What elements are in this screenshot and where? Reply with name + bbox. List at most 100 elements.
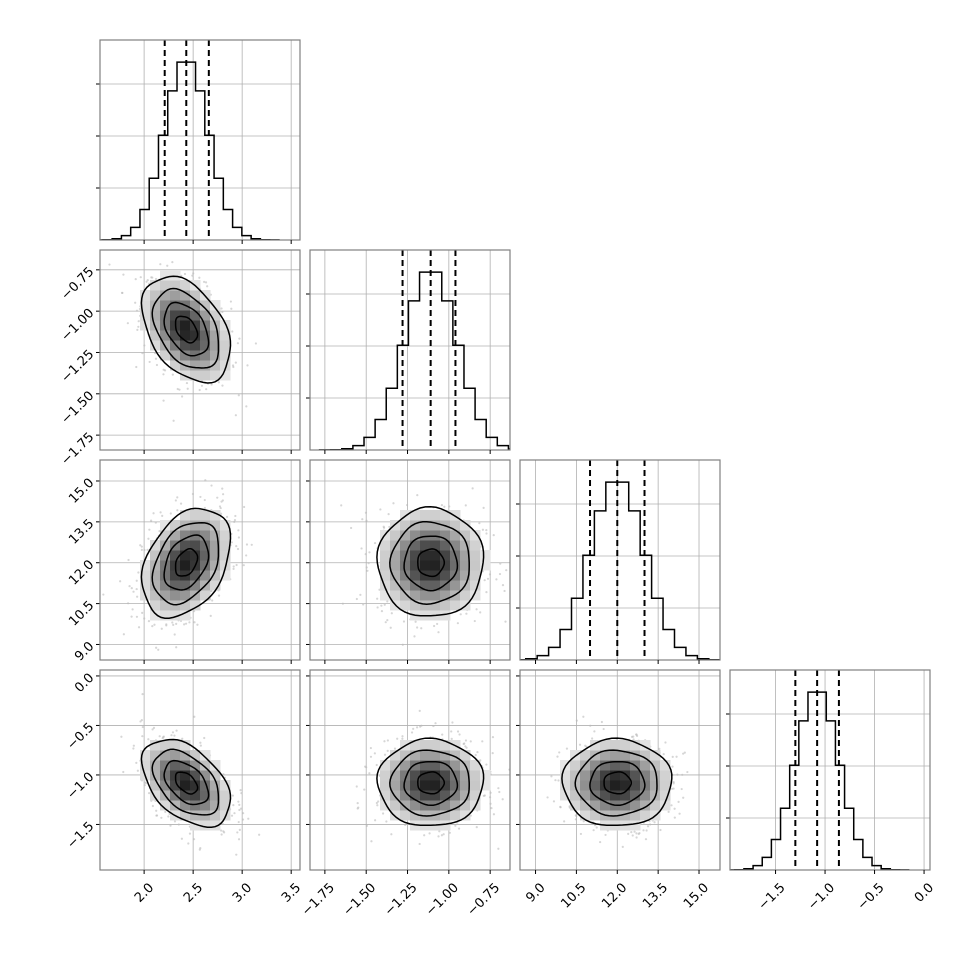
scatter-point bbox=[489, 802, 492, 805]
scatter-point bbox=[501, 798, 504, 801]
scatter-point bbox=[552, 800, 556, 803]
scatter-point bbox=[196, 623, 199, 626]
density-bin bbox=[410, 740, 421, 751]
scatter-point bbox=[390, 833, 393, 836]
density-bin bbox=[210, 780, 221, 791]
scatter-point bbox=[170, 734, 173, 737]
density-bin bbox=[180, 760, 191, 771]
density-bin bbox=[160, 550, 171, 561]
panel-frame bbox=[519, 669, 721, 871]
density-bin bbox=[390, 550, 401, 561]
density-bin bbox=[420, 540, 431, 551]
scatter-point bbox=[385, 820, 388, 823]
density-bin bbox=[460, 770, 471, 781]
density-bin bbox=[210, 570, 221, 581]
scatter-point bbox=[556, 755, 559, 758]
scatter-point bbox=[155, 814, 158, 817]
scatter-point bbox=[376, 606, 379, 609]
contour-line bbox=[140, 275, 232, 384]
density-bin bbox=[450, 800, 461, 811]
scatter-point bbox=[232, 804, 235, 807]
scatter-point bbox=[369, 755, 373, 758]
scatter-point bbox=[181, 737, 184, 740]
contour-line bbox=[140, 738, 232, 829]
scatter-point bbox=[677, 800, 680, 803]
scatter-point bbox=[221, 384, 224, 387]
scatter-point bbox=[162, 373, 165, 376]
density-bin bbox=[210, 370, 221, 381]
scatter-point bbox=[630, 735, 634, 738]
density-bin bbox=[410, 510, 421, 521]
scatter-point bbox=[673, 807, 676, 810]
scatter-point bbox=[373, 752, 376, 755]
scatter-point bbox=[649, 823, 652, 826]
scatter-point bbox=[386, 739, 389, 742]
scatter-point bbox=[416, 494, 419, 497]
contour-line bbox=[163, 534, 210, 591]
scatter-point bbox=[149, 519, 153, 522]
density-bin bbox=[220, 550, 231, 561]
density-bin bbox=[380, 800, 391, 811]
scatter-point bbox=[237, 800, 240, 803]
scatter-point bbox=[365, 824, 368, 827]
density-bin bbox=[640, 790, 651, 801]
scatter-point bbox=[355, 597, 358, 601]
scatter-point bbox=[672, 782, 675, 785]
scatter-point bbox=[161, 514, 164, 517]
x-tick-label: −1.25 bbox=[382, 880, 421, 919]
density-bin bbox=[220, 520, 231, 531]
scatter-point bbox=[434, 722, 437, 725]
scatter-point bbox=[154, 352, 157, 355]
scatter-point bbox=[355, 785, 358, 788]
scatter-point bbox=[235, 545, 238, 548]
density-bin bbox=[200, 530, 211, 541]
density-bin bbox=[650, 770, 661, 781]
scatter-point bbox=[222, 773, 225, 776]
density-bin bbox=[150, 580, 161, 591]
scatter-point bbox=[130, 615, 133, 618]
density-bin bbox=[390, 760, 401, 771]
scatter-panel: −1.5 −1.0 −0.5 0.0 2.0 2.5 3.0 3.5 bbox=[64, 669, 304, 906]
contour-line bbox=[376, 737, 485, 827]
scatter-point bbox=[392, 502, 395, 505]
density-bin bbox=[420, 780, 431, 791]
scatter-point bbox=[361, 518, 364, 521]
scatter-point bbox=[102, 593, 105, 596]
scatter-point bbox=[437, 835, 440, 838]
scatter-point bbox=[478, 522, 481, 525]
scatter-point bbox=[635, 734, 639, 737]
scatter-point bbox=[152, 726, 156, 729]
density-bin bbox=[190, 510, 201, 521]
density-bin bbox=[170, 270, 181, 281]
density-bin bbox=[160, 530, 171, 541]
scatter-point bbox=[122, 273, 125, 276]
density-bin bbox=[210, 560, 221, 571]
density-bin bbox=[440, 510, 451, 521]
scatter-point bbox=[381, 812, 385, 815]
density-bin bbox=[170, 280, 181, 291]
density-bin bbox=[180, 340, 191, 351]
density-bin bbox=[380, 550, 391, 561]
scatter-point bbox=[164, 810, 167, 813]
density-bin bbox=[630, 780, 641, 791]
density-bin bbox=[190, 520, 201, 531]
density-bin bbox=[470, 550, 481, 561]
scatter-point bbox=[442, 833, 445, 836]
density-bin bbox=[400, 510, 411, 521]
scatter-point bbox=[135, 615, 139, 618]
density-bin bbox=[200, 300, 211, 311]
density-bin bbox=[180, 290, 191, 301]
density-bin bbox=[440, 760, 451, 771]
density-bin bbox=[450, 600, 461, 611]
density-bin bbox=[150, 550, 161, 561]
scatter-point bbox=[341, 602, 344, 605]
scatter-point bbox=[451, 721, 454, 724]
scatter-point bbox=[359, 593, 362, 596]
density-bin bbox=[400, 790, 411, 801]
density-bin bbox=[200, 750, 211, 761]
density-bin bbox=[410, 570, 421, 581]
density-bin bbox=[220, 800, 231, 811]
scatter-point bbox=[143, 784, 146, 787]
density-bin bbox=[200, 550, 211, 561]
scatter-point bbox=[483, 579, 486, 582]
